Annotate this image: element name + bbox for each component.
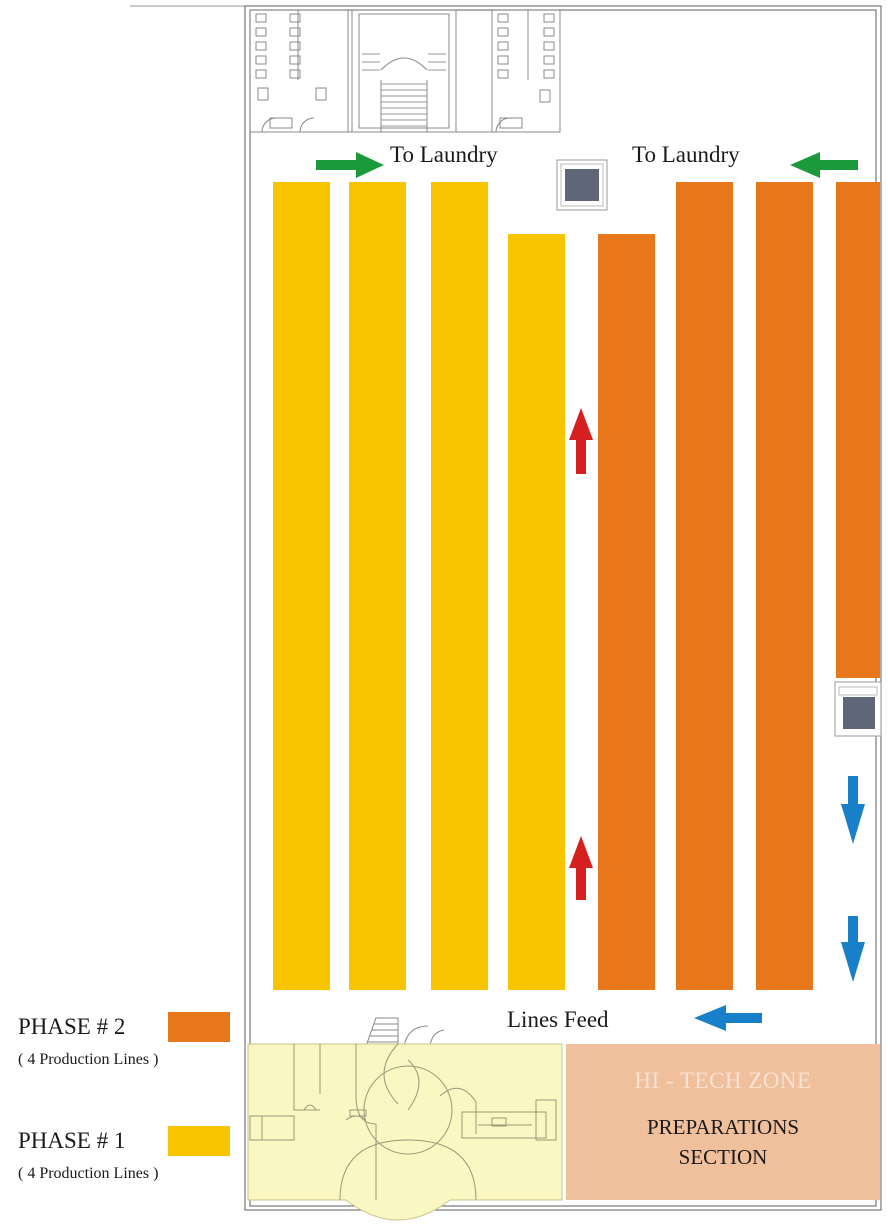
phase-2-line-3 (756, 182, 813, 990)
machine-top (556, 159, 608, 211)
support-area (247, 1043, 563, 1221)
phase-1-line-4 (508, 234, 565, 990)
legend-phase-2-subtitle: ( 4 Production Lines ) (18, 1051, 159, 1068)
arrow-green-right (316, 152, 384, 178)
arrow-red-up-1 (569, 408, 593, 474)
phase-1-line-3 (431, 182, 488, 990)
small-staircase (365, 1017, 445, 1047)
phase-1-production-lines (273, 182, 565, 990)
phase-2-line-2 (676, 182, 733, 990)
machine-right (834, 681, 882, 737)
phase-1-line-1 (273, 182, 330, 990)
arrow-blue-left (694, 1005, 762, 1031)
legend-phase-1-title: PHASE # 1 (18, 1128, 126, 1153)
lines-feed-label: Lines Feed (507, 1007, 609, 1032)
arrow-blue-down-1 (841, 776, 865, 844)
arrow-blue-down-2 (841, 916, 865, 982)
hi-tech-zone-area (566, 1044, 880, 1200)
phase-2-line-4 (836, 182, 880, 678)
arrow-green-left (790, 152, 858, 178)
legend-phase-1-swatch (168, 1126, 230, 1156)
legend-phase-1-subtitle: ( 4 Production Lines ) (18, 1165, 159, 1182)
to-laundry-label-right: To Laundry (632, 142, 740, 167)
phase-1-line-2 (349, 182, 406, 990)
phase-2-production-lines (598, 182, 880, 990)
legend-phase-2-title: PHASE # 2 (18, 1014, 126, 1039)
legend-phase-2-swatch (168, 1012, 230, 1042)
hi-tech-zone-label: HI - TECH ZONE (634, 1068, 812, 1093)
preparations-section-label: PREPARATIONS SECTION (566, 1112, 880, 1172)
top-facilities (249, 9, 561, 133)
preparations-label-line-1: PREPARATIONS (646, 1115, 800, 1139)
phase-2-line-1 (598, 234, 655, 990)
preparations-label-line-2: SECTION (678, 1145, 768, 1169)
to-laundry-label-left: To Laundry (390, 142, 498, 167)
arrow-red-up-2 (569, 836, 593, 900)
